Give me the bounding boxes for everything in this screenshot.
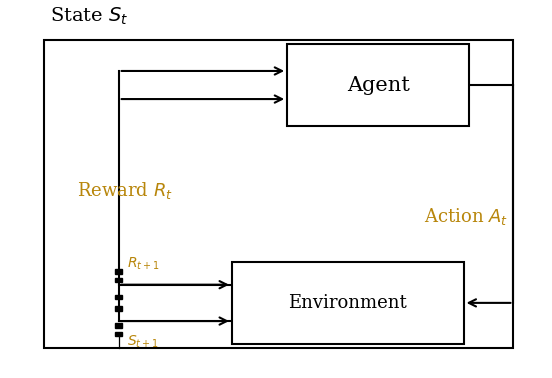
Bar bbox=[44, 40, 513, 348]
Text: $R_{t+1}$: $R_{t+1}$ bbox=[127, 256, 160, 272]
Text: Environment: Environment bbox=[288, 294, 407, 312]
Bar bbox=[115, 323, 122, 328]
Bar bbox=[115, 306, 122, 311]
Bar bbox=[115, 295, 122, 299]
Bar bbox=[115, 332, 122, 336]
Text: Reward $R_t$: Reward $R_t$ bbox=[77, 180, 173, 201]
Bar bbox=[115, 278, 122, 282]
Text: Agent: Agent bbox=[347, 76, 410, 94]
Text: State $S_t$: State $S_t$ bbox=[50, 6, 128, 27]
Bar bbox=[115, 269, 122, 274]
Bar bbox=[232, 262, 464, 344]
Text: $S_{t+1}$: $S_{t+1}$ bbox=[127, 333, 159, 350]
Bar bbox=[287, 44, 469, 126]
Text: Action $A_t$: Action $A_t$ bbox=[424, 206, 508, 227]
